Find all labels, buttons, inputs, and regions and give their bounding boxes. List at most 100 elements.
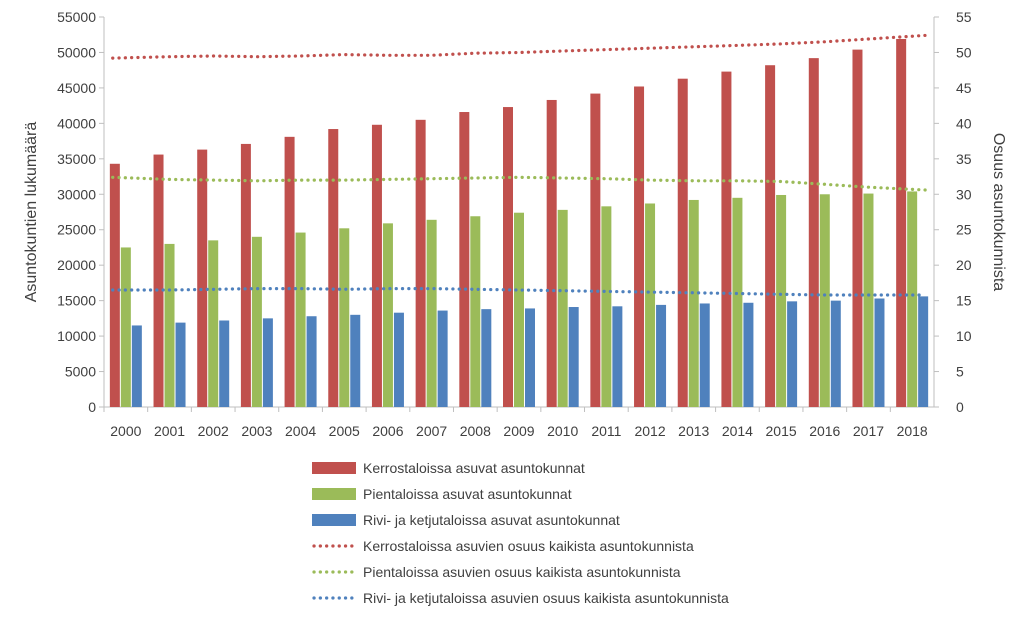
bar-1-2009 bbox=[503, 107, 513, 408]
y2-tick-label: 10 bbox=[956, 328, 972, 344]
legend-swatch-bar-2 bbox=[312, 488, 356, 500]
bar-2-2009 bbox=[514, 212, 524, 407]
bar-3-2008 bbox=[481, 309, 492, 407]
bar-2-2001 bbox=[164, 243, 175, 407]
legend-label-line-1: Kerrostaloissa asuvien osuus kaikista as… bbox=[363, 538, 694, 554]
y2-tick-label: 45 bbox=[956, 80, 972, 96]
x-tick-label: 2009 bbox=[503, 423, 534, 439]
x-tick-label: 2018 bbox=[897, 423, 928, 439]
bar-2-2000 bbox=[120, 247, 131, 407]
legend-swatch-bar-1 bbox=[312, 462, 356, 474]
bar-2-2004 bbox=[295, 232, 306, 407]
bar-2-2013 bbox=[688, 199, 699, 407]
y2-tick-label: 0 bbox=[956, 399, 964, 415]
x-tick-label: 2006 bbox=[372, 423, 403, 439]
bar-3-2016 bbox=[830, 300, 841, 407]
trend-lines bbox=[111, 33, 927, 297]
x-tick-label: 2004 bbox=[285, 423, 316, 439]
y-tick-label: 25000 bbox=[57, 222, 96, 238]
bar-3-2014 bbox=[743, 302, 754, 407]
y2-tick-label: 20 bbox=[956, 257, 972, 273]
trend-line-1 bbox=[111, 33, 927, 60]
y-tick-label: 50000 bbox=[57, 44, 96, 60]
y-tick-label: 10000 bbox=[57, 328, 96, 344]
bar-1-2011 bbox=[590, 93, 601, 407]
y-axis-title: Asuntokuntien lukumäärä bbox=[23, 122, 40, 303]
y-tick-label: 35000 bbox=[57, 151, 96, 167]
bar-2-2006 bbox=[382, 223, 393, 407]
bar-2-2011 bbox=[601, 206, 612, 407]
bar-3-2017 bbox=[874, 298, 885, 407]
legend-label-line-3: Rivi- ja ketjutaloissa asuvien osuus kai… bbox=[363, 590, 729, 606]
x-tick-label: 2011 bbox=[591, 423, 621, 439]
bar-3-2015 bbox=[787, 301, 798, 407]
bar-2-2008 bbox=[470, 216, 481, 407]
bar-2-2003 bbox=[251, 236, 262, 407]
bar-1-2013 bbox=[677, 78, 688, 407]
bar-1-2003 bbox=[240, 143, 251, 407]
bar-1-2012 bbox=[634, 86, 645, 407]
bar-1-2015 bbox=[765, 65, 776, 407]
bar-3-2006 bbox=[393, 312, 404, 407]
bar-1-2002 bbox=[197, 149, 208, 407]
bar-1-2016 bbox=[808, 58, 819, 408]
bar-1-2000 bbox=[109, 163, 120, 407]
bar-2-2005 bbox=[339, 228, 350, 407]
x-tick-label: 2017 bbox=[853, 423, 884, 439]
y-tick-label: 55000 bbox=[57, 9, 96, 25]
bar-1-2007 bbox=[415, 119, 426, 408]
x-tick-label: 2012 bbox=[634, 423, 665, 439]
bar-3-2005 bbox=[350, 314, 361, 407]
y2-tick-label: 15 bbox=[956, 293, 972, 309]
y2-tick-labels: 0 5 10 15 20 25 30 35 40 45 50 55 bbox=[956, 9, 972, 415]
bar-3-2010 bbox=[568, 307, 579, 407]
bar-2-2014 bbox=[732, 197, 743, 407]
x-tick-label: 2015 bbox=[766, 423, 797, 439]
x-tick-label: 2008 bbox=[460, 423, 491, 439]
y2-tick-label: 5 bbox=[956, 364, 964, 380]
y-tick-label: 40000 bbox=[57, 115, 96, 131]
x-tick-label: 2016 bbox=[809, 423, 840, 439]
y-tick-label: 0 bbox=[88, 399, 96, 415]
legend-label-bar-2: Pientaloissa asuvat asuntokunnat bbox=[363, 486, 572, 502]
bar-1-2008 bbox=[459, 112, 470, 407]
bars bbox=[109, 38, 929, 408]
bar-2-2016 bbox=[819, 194, 830, 407]
x-tick-label: 2013 bbox=[678, 423, 709, 439]
bar-3-2012 bbox=[656, 304, 667, 407]
bar-1-2005 bbox=[328, 129, 339, 407]
bar-2-2010 bbox=[557, 209, 568, 407]
bar-2-2018 bbox=[907, 191, 918, 407]
bar-3-2004 bbox=[306, 316, 317, 407]
x-tick-label: 2001 bbox=[154, 423, 185, 439]
y-tick-label: 45000 bbox=[57, 80, 96, 96]
x-tick-label: 2002 bbox=[198, 423, 229, 439]
x-tick-label: 2010 bbox=[547, 423, 578, 439]
bar-3-2018 bbox=[918, 296, 929, 407]
bar-2-2002 bbox=[208, 240, 219, 407]
y2-tick-label: 50 bbox=[956, 44, 972, 60]
legend-swatch-bar-3 bbox=[312, 514, 356, 526]
bar-2-2012 bbox=[645, 203, 656, 407]
bar-3-2011 bbox=[612, 306, 623, 407]
y2-axis-title: Osuus asuntokunnista bbox=[990, 133, 1007, 291]
y2-tick-label: 25 bbox=[956, 222, 972, 238]
bar-3-2013 bbox=[699, 303, 710, 407]
bar-1-2001 bbox=[153, 154, 164, 407]
bar-1-2006 bbox=[371, 124, 382, 408]
bar-3-2003 bbox=[262, 318, 273, 407]
y2-tick-label: 55 bbox=[956, 9, 972, 25]
bar-3-2007 bbox=[437, 310, 448, 407]
y-tick-labels: 0 5000 10000 15000 20000 25000 30000 35000 40000… bbox=[57, 9, 96, 415]
x-tick-label: 2000 bbox=[110, 423, 141, 439]
legend: Kerrostaloissa asuvat asuntokunnat Pienta… bbox=[312, 460, 729, 606]
y2-tick-label: 30 bbox=[956, 186, 972, 202]
y2-tick-label: 40 bbox=[956, 115, 972, 131]
y-tick-label: 15000 bbox=[57, 293, 96, 309]
bar-2-2017 bbox=[863, 193, 874, 407]
x-tick-label: 2014 bbox=[722, 423, 753, 439]
x-tick-label: 2007 bbox=[416, 423, 447, 439]
bar-2-2015 bbox=[776, 194, 787, 407]
legend-label-bar-1: Kerrostaloissa asuvat asuntokunnat bbox=[363, 460, 585, 476]
